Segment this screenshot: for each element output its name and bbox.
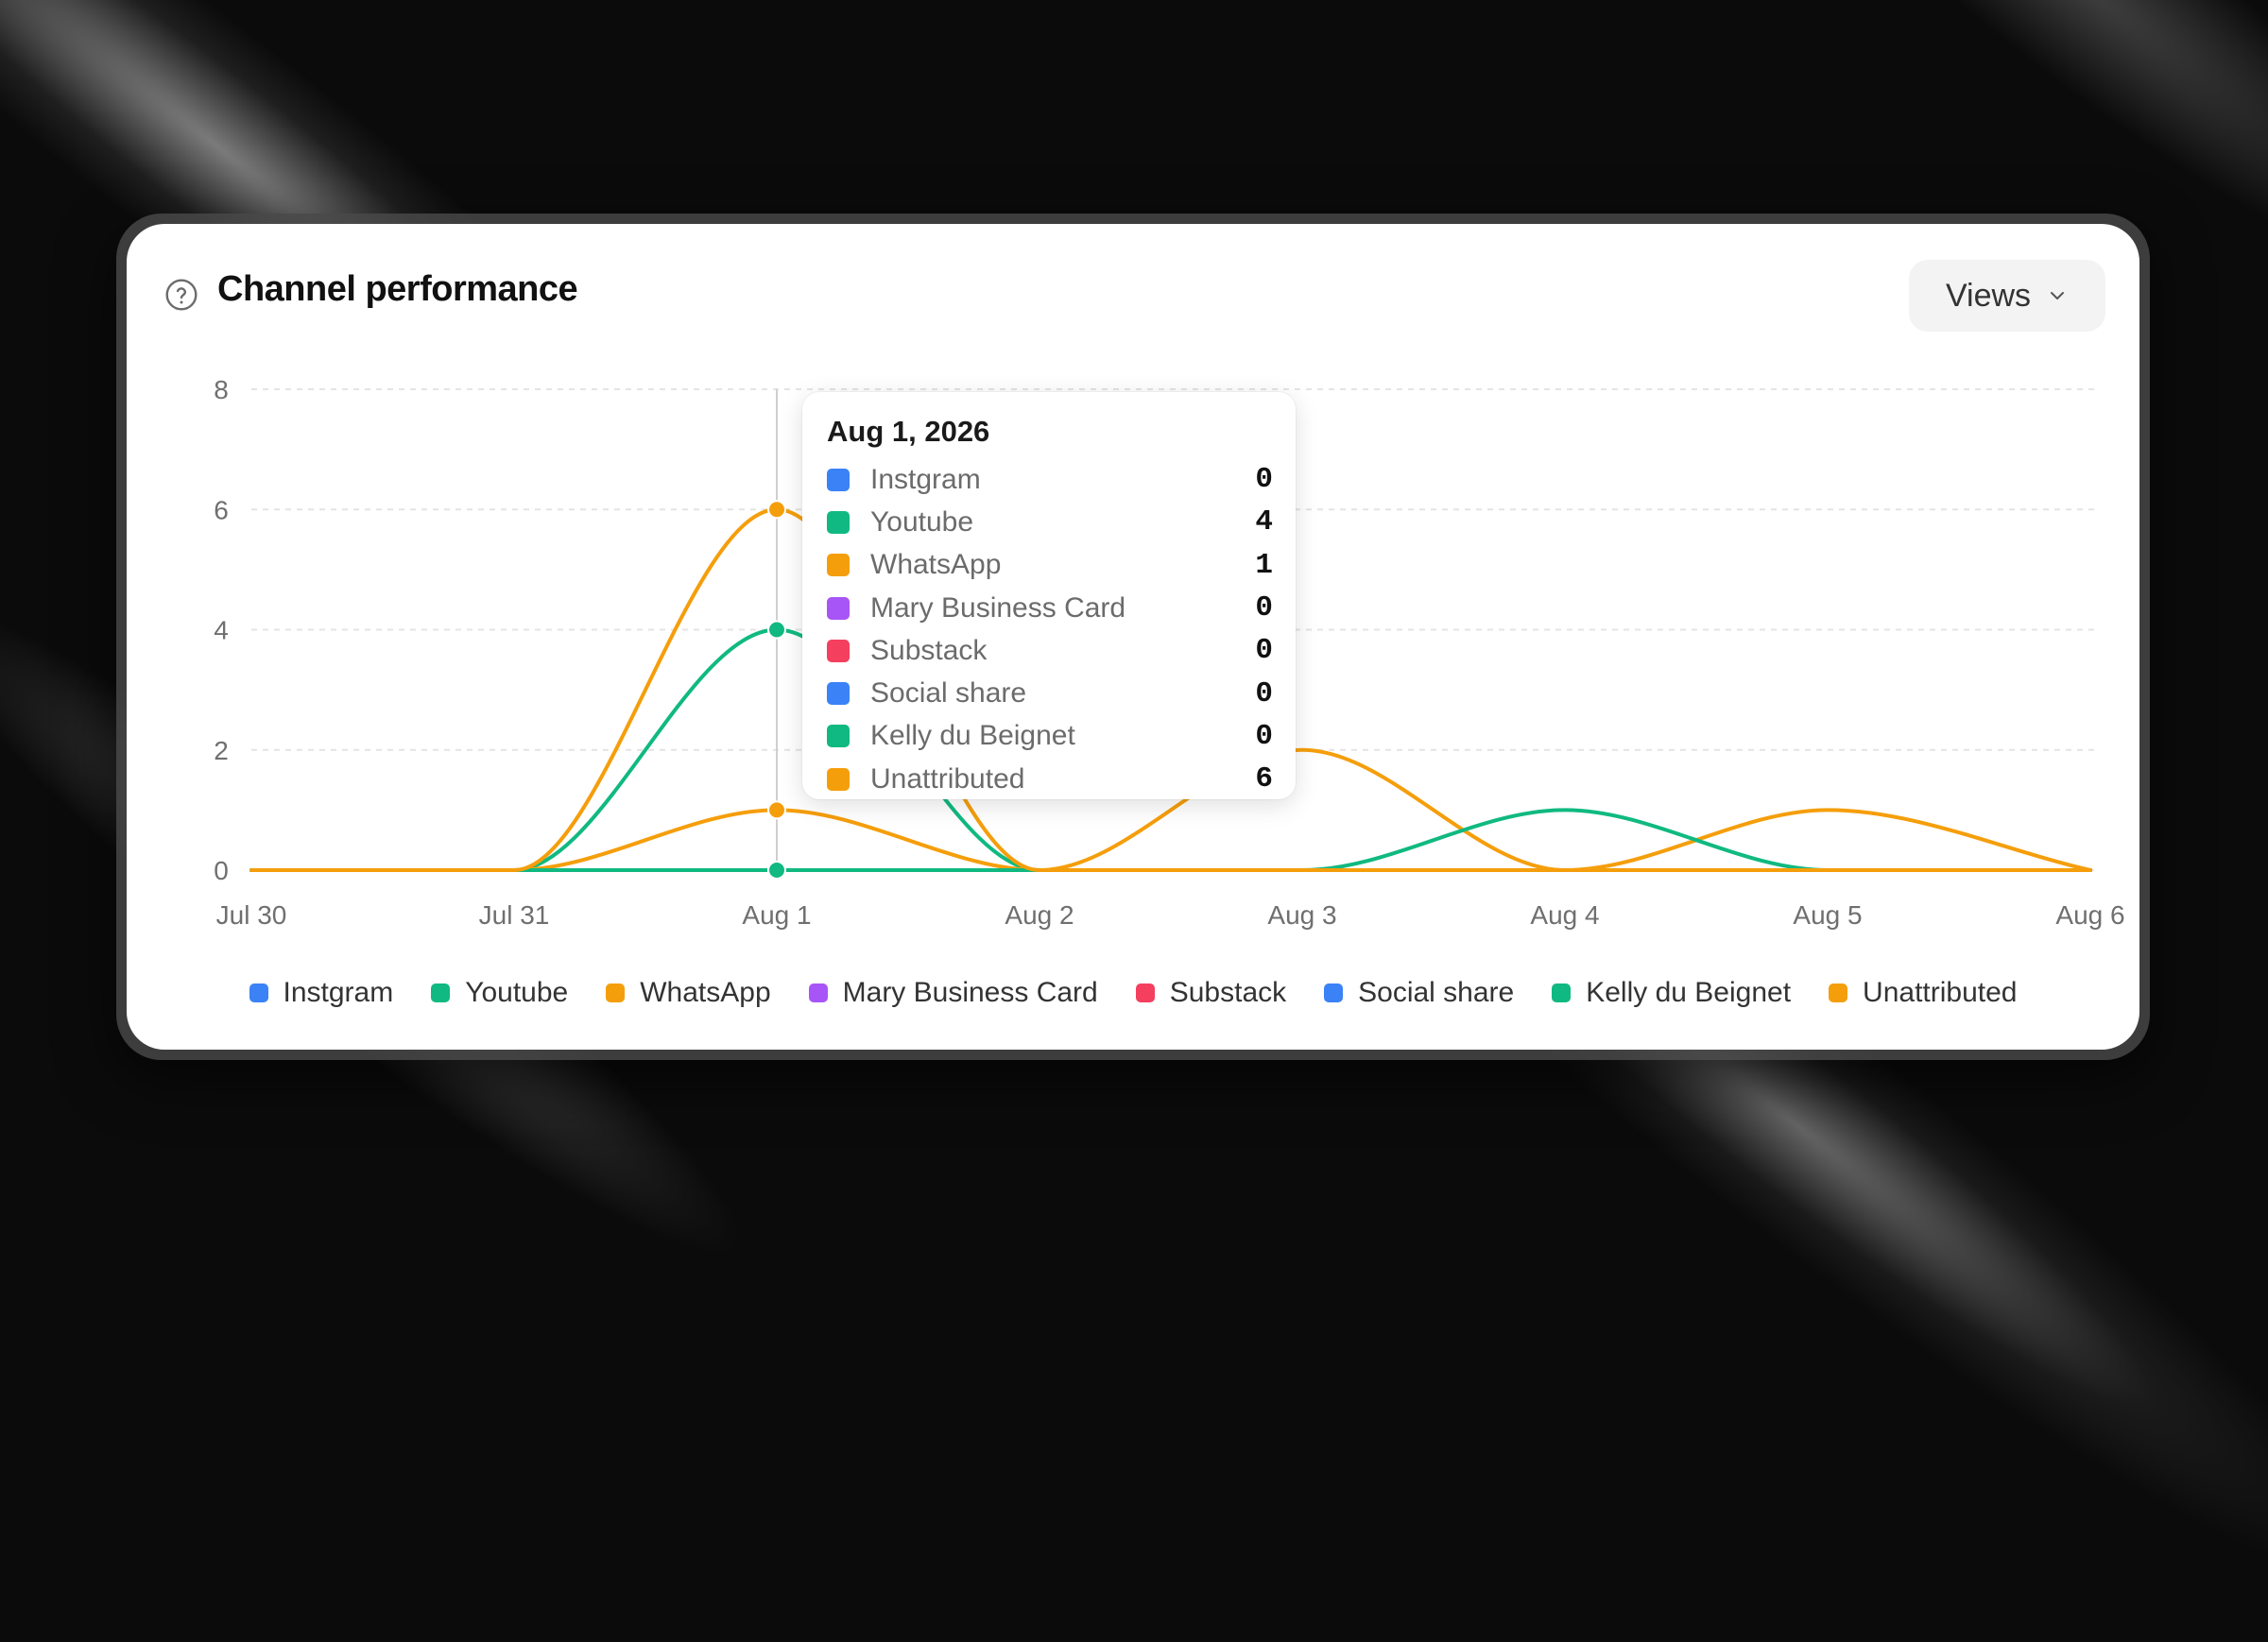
legend-item[interactable]: Substack <box>1135 977 1287 1009</box>
legend-label: Youtube <box>465 977 569 1008</box>
y-tick-label: 4 <box>214 616 229 645</box>
tooltip-swatch <box>827 682 850 706</box>
tooltip-row: Unattributed 6 <box>827 758 1273 800</box>
tooltip-series-value: 0 <box>1255 634 1273 668</box>
legend-label: Kelly du Beignet <box>1586 977 1792 1008</box>
tooltip-swatch <box>827 767 850 791</box>
legend-swatch <box>808 983 828 1002</box>
tooltip-date: Aug 1, 2026 <box>827 415 990 448</box>
tooltip-series-value: 0 <box>1255 719 1273 753</box>
tooltip-row: Instgram 0 <box>827 458 1273 501</box>
channel-performance-card: Channel performance Views 0 2 4 6 8 Jul 30 Jul… <box>127 224 2139 1050</box>
tooltip-row: Mary Business Card 0 <box>827 587 1273 629</box>
tooltip-swatch <box>827 554 850 577</box>
x-tick-label: Aug 1 <box>742 900 811 930</box>
data-point-youtube <box>767 620 786 640</box>
y-tick-label: 8 <box>214 375 229 404</box>
tooltip-swatch <box>827 510 850 534</box>
legend-label: WhatsApp <box>640 977 771 1008</box>
y-tick-label: 6 <box>214 495 229 524</box>
tooltip-swatch <box>827 596 850 620</box>
x-tick-label: Aug 4 <box>1530 900 1599 930</box>
legend-item[interactable]: Youtube <box>431 977 568 1009</box>
legend-label: Instgram <box>283 977 394 1008</box>
series-line-whatsapp <box>249 747 2092 873</box>
x-tick-label: Aug 2 <box>1005 900 1074 930</box>
tooltip-series-value: 4 <box>1255 505 1273 539</box>
card-title: Channel performance <box>217 269 578 309</box>
x-tick-label: Aug 6 <box>2055 900 2124 930</box>
x-tick-label: Aug 5 <box>1793 900 1862 930</box>
legend-item[interactable]: Kelly du Beignet <box>1552 977 1791 1009</box>
legend-label: Social share <box>1358 977 1515 1008</box>
legend-swatch <box>431 983 451 1002</box>
x-tick-label: Jul 30 <box>216 900 287 930</box>
legend-swatch <box>1552 983 1572 1002</box>
tooltip-row: Substack 0 <box>827 629 1273 672</box>
data-point-unattributed <box>767 500 786 520</box>
legend-item[interactable]: Instgram <box>249 977 394 1009</box>
chart-tooltip: Aug 1, 2026 Instgram 0 Youtube 4 WhatsApp 1 Ma… <box>802 392 1296 799</box>
tooltip-series-name: Youtube <box>870 505 974 538</box>
legend-label: Mary Business Card <box>842 977 1098 1008</box>
x-tick-label: Jul 31 <box>479 900 550 930</box>
x-tick-label: Aug 3 <box>1267 900 1336 930</box>
data-point-kelly-du-beignet <box>767 861 786 880</box>
metric-selector-dropdown[interactable]: Views <box>1909 260 2105 332</box>
legend-label: Substack <box>1169 977 1287 1008</box>
tooltip-row: Social share 0 <box>827 672 1273 714</box>
legend-swatch <box>1324 983 1344 1002</box>
tooltip-series-name: WhatsApp <box>870 549 1002 581</box>
data-point-whatsapp <box>767 800 786 820</box>
tooltip-series-name: Mary Business Card <box>870 591 1126 624</box>
series-line-kelly-du-beignet <box>249 808 2092 873</box>
tooltip-row: WhatsApp 1 <box>827 544 1273 587</box>
legend-item[interactable]: Social share <box>1324 977 1514 1009</box>
legend-label: Unattributed <box>1863 977 2018 1008</box>
y-tick-label: 0 <box>214 856 229 885</box>
tooltip-series-value: 1 <box>1255 548 1273 582</box>
legend-item[interactable]: Unattributed <box>1829 977 2017 1009</box>
tooltip-row: Kelly du Beignet 0 <box>827 715 1273 758</box>
tooltip-series-name: Social share <box>870 677 1027 710</box>
tooltip-series-name: Kelly du Beignet <box>870 720 1075 752</box>
legend-swatch <box>606 983 626 1002</box>
metric-selector-label: Views <box>1945 277 2032 314</box>
tooltip-series-name: Substack <box>870 634 988 666</box>
series-line-unattributed <box>249 507 2092 873</box>
tooltip-swatch <box>827 639 850 662</box>
tooltip-swatch <box>827 725 850 748</box>
legend-item[interactable]: WhatsApp <box>606 977 771 1009</box>
tooltip-series-value: 6 <box>1255 762 1273 796</box>
tooltip-row: Youtube 4 <box>827 501 1273 543</box>
question-circle-icon[interactable] <box>164 278 198 312</box>
tooltip-series-value: 0 <box>1255 591 1273 625</box>
chart-legend: Instgram Youtube WhatsApp Mary Business Car… <box>127 977 2139 1009</box>
tooltip-series-name: Instgram <box>870 463 981 495</box>
legend-item[interactable]: Mary Business Card <box>808 977 1098 1009</box>
y-tick-label: 2 <box>214 736 229 765</box>
legend-swatch <box>249 983 268 1002</box>
tooltip-swatch <box>827 468 850 491</box>
tooltip-series-name: Unattributed <box>870 762 1025 795</box>
legend-swatch <box>1135 983 1155 1002</box>
legend-swatch <box>1829 983 1848 1002</box>
tooltip-series-value: 0 <box>1255 463 1273 497</box>
tooltip-series-value: 0 <box>1255 676 1273 710</box>
chevron-down-icon <box>2051 292 2065 299</box>
